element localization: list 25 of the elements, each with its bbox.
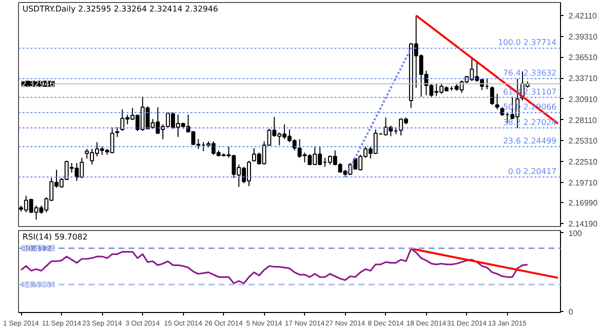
- y-tick-label: 2.14190: [568, 219, 598, 228]
- candlestick: [115, 126, 120, 138]
- chart-title: USDTRY.Daily 2.32595 2.33264 2.32414 2.32946: [22, 4, 218, 14]
- y-tick-label: 2.22510: [568, 157, 598, 166]
- ref-line-label: 76.4 2.33632: [503, 68, 556, 78]
- y-tick-label: 100: [568, 228, 582, 238]
- candlestick: [490, 86, 494, 106]
- y-tick-label: 2.25310: [568, 136, 598, 146]
- ref-line-label: 0.0 2.20417: [508, 167, 557, 176]
- ref-line-label: 34.5361: [22, 280, 55, 290]
- y-tick-label: 2.16990: [568, 198, 598, 208]
- y-tick-label: 2.42110: [568, 11, 598, 20]
- y-tick-label: 0: [568, 308, 574, 317]
- y-tick-label: 2.39310: [568, 32, 598, 42]
- y-tick-label: 2.33710: [568, 74, 598, 84]
- y-tick-label: 2.19710: [568, 178, 598, 188]
- ref-line-label: 100.0 2.37714: [498, 38, 557, 48]
- ref-line-label: 80.4124: [22, 244, 55, 254]
- y-tick-label: 2.30910: [568, 94, 598, 104]
- y-tick-label: 2.36510: [568, 53, 598, 62]
- y-tick-label: 2.28110: [568, 116, 598, 125]
- ref-line-label: 2.32946: [22, 80, 55, 89]
- chart-title: RSI(14) 59.7082: [22, 232, 88, 242]
- ref-line-label: 23.6 2.24499: [503, 136, 556, 146]
- candlestick: [495, 93, 500, 110]
